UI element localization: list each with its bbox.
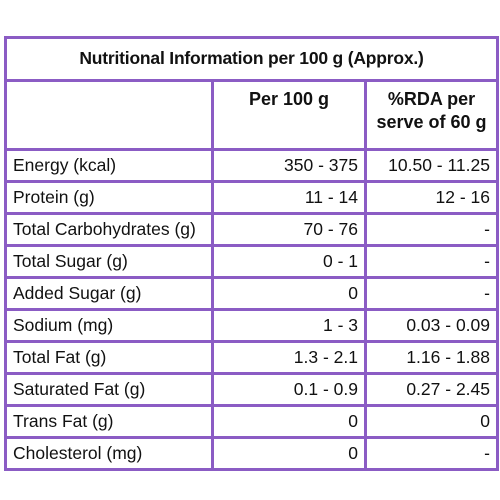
table-row-saturated-fat: Saturated Fat (g) 0.1 - 0.9 0.27 - 2.45 (4, 372, 499, 407)
nutrient-name: Sodium (mg) (4, 308, 214, 343)
header-row: Per 100 g %RDA per serve of 60 g (4, 79, 499, 151)
nutrient-name: Added Sugar (g) (4, 276, 214, 311)
nutrient-name: Cholesterol (mg) (4, 436, 214, 471)
nutrient-name: Total Sugar (g) (4, 244, 214, 279)
per-100g-value: 70 - 76 (211, 212, 367, 247)
per-100g-value: 0.1 - 0.9 (211, 372, 367, 407)
per-100g-value: 0 (211, 276, 367, 311)
header-empty-cell (4, 79, 214, 151)
rda-value: 1.16 - 1.88 (364, 340, 499, 375)
nutrient-name: Trans Fat (g) (4, 404, 214, 439)
table-row-total-fat: Total Fat (g) 1.3 - 2.1 1.16 - 1.88 (4, 340, 499, 375)
per-100g-value: 11 - 14 (211, 180, 367, 215)
nutrient-name: Protein (g) (4, 180, 214, 215)
table-row-trans-fat: Trans Fat (g) 0 0 (4, 404, 499, 439)
table-row-added-sugar: Added Sugar (g) 0 - (4, 276, 499, 311)
nutrient-name: Energy (kcal) (4, 148, 214, 183)
rda-value: - (364, 212, 499, 247)
nutrient-name: Total Carbohydrates (g) (4, 212, 214, 247)
rda-value: - (364, 436, 499, 471)
header-rda: %RDA per serve of 60 g (364, 79, 499, 151)
table-row-total-sugar: Total Sugar (g) 0 - 1 - (4, 244, 499, 279)
table-row-protein: Protein (g) 11 - 14 12 - 16 (4, 180, 499, 215)
table-row-sodium: Sodium (mg) 1 - 3 0.03 - 0.09 (4, 308, 499, 343)
per-100g-value: 0 (211, 404, 367, 439)
per-100g-value: 1 - 3 (211, 308, 367, 343)
table-row-cholesterol: Cholesterol (mg) 0 - (4, 436, 499, 471)
rda-value: 12 - 16 (364, 180, 499, 215)
per-100g-value: 350 - 375 (211, 148, 367, 183)
table-row-carbohydrates: Total Carbohydrates (g) 70 - 76 - (4, 212, 499, 247)
nutrient-name: Total Fat (g) (4, 340, 214, 375)
header-per-100g: Per 100 g (211, 79, 367, 151)
rda-value: - (364, 244, 499, 279)
header-rda-line1: %RDA per (387, 89, 476, 109)
rda-value: 0 (364, 404, 499, 439)
rda-value: 0.03 - 0.09 (364, 308, 499, 343)
header-rda-line2: serve of 60 g (376, 111, 487, 132)
rda-value: - (364, 276, 499, 311)
per-100g-value: 0 (211, 436, 367, 471)
rda-value: 0.27 - 2.45 (364, 372, 499, 407)
nutrient-name: Saturated Fat (g) (4, 372, 214, 407)
nutrition-table: Nutritional Information per 100 g (Appro… (4, 36, 499, 471)
rda-value: 10.50 - 11.25 (364, 148, 499, 183)
per-100g-value: 1.3 - 2.1 (211, 340, 367, 375)
per-100g-value: 0 - 1 (211, 244, 367, 279)
table-title: Nutritional Information per 100 g (Appro… (4, 36, 499, 82)
table-row-energy: Energy (kcal) 350 - 375 10.50 - 11.25 (4, 148, 499, 183)
